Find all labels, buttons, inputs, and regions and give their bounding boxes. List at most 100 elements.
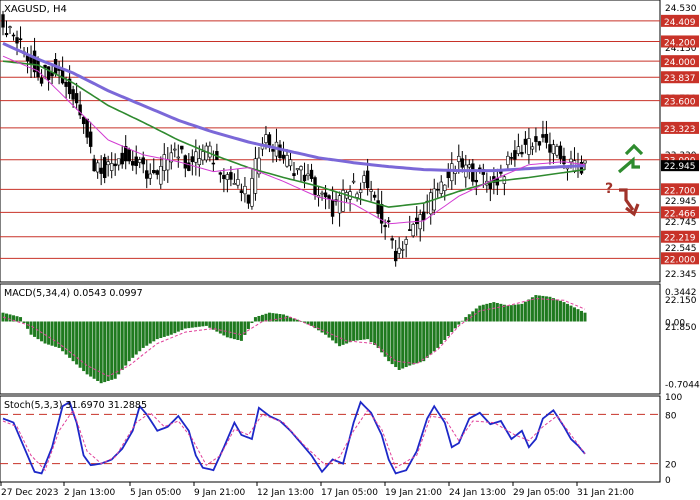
level-price-label: 22.000 xyxy=(664,255,696,265)
candle-body xyxy=(337,195,342,214)
macd-bar xyxy=(369,321,373,343)
candle-body xyxy=(36,58,40,78)
macd-bar xyxy=(12,315,16,322)
macd-bar xyxy=(124,321,128,366)
macd-bar xyxy=(117,321,121,375)
macd-bar xyxy=(450,321,454,333)
macd-bar xyxy=(61,321,65,352)
x-axis-label: 19 Jan 21:00 xyxy=(385,488,442,498)
level-price-label: 23.600 xyxy=(664,98,696,108)
macd-bar xyxy=(106,321,110,381)
macd-bar xyxy=(509,305,513,322)
candle-body xyxy=(190,156,195,163)
macd-bar xyxy=(576,309,580,322)
macd-bar xyxy=(338,321,342,347)
macd-bar xyxy=(222,321,226,336)
price-chart-title: XAGUSD, H4 xyxy=(4,4,67,15)
arrow-up-head xyxy=(624,143,644,156)
candle-body xyxy=(64,81,68,87)
macd-bar xyxy=(502,304,506,322)
x-axis-label: 31 Jan 21:00 xyxy=(577,488,634,498)
macd-bar xyxy=(513,304,517,322)
candle-body xyxy=(180,145,184,150)
candle-body xyxy=(257,157,261,175)
candle-body xyxy=(555,146,559,156)
macd-bar xyxy=(120,321,124,370)
macd-bar xyxy=(92,321,96,379)
candle-body xyxy=(60,68,65,84)
macd-bar xyxy=(359,321,363,340)
macd-bar xyxy=(50,321,54,346)
level-price-label: 22.700 xyxy=(664,186,696,196)
macd-bar xyxy=(404,321,408,368)
macd-bar xyxy=(110,321,114,380)
candle-body xyxy=(152,170,156,174)
candle-body xyxy=(78,104,82,116)
candle-body xyxy=(327,195,331,200)
macd-bar xyxy=(583,312,587,322)
macd-bar xyxy=(443,321,447,340)
macd-bar xyxy=(145,321,149,346)
macd-bar xyxy=(331,321,335,341)
macd-bar xyxy=(551,298,555,322)
candle-body xyxy=(138,159,142,163)
macd-bar xyxy=(148,321,152,344)
macd-bar xyxy=(281,314,285,322)
moving-average-line xyxy=(2,42,586,173)
candle-body xyxy=(278,144,282,158)
macd-bar xyxy=(373,321,377,345)
macd-bar xyxy=(89,321,93,377)
macd-bar xyxy=(572,307,576,322)
macd-bar xyxy=(313,321,317,329)
macd-bar xyxy=(57,321,61,348)
macd-bar xyxy=(380,321,384,353)
candle-body xyxy=(39,77,44,84)
candle-body xyxy=(131,161,135,166)
macd-bar xyxy=(246,321,250,329)
candle-body xyxy=(239,190,244,194)
candle-body xyxy=(201,151,205,161)
candle-body xyxy=(471,163,475,182)
macd-bar xyxy=(169,321,173,335)
candle-body xyxy=(429,192,433,215)
candle-body xyxy=(383,224,387,228)
level-price-tag xyxy=(661,206,699,219)
candle-body xyxy=(74,93,79,104)
macd-bar xyxy=(40,321,44,342)
macd-bar xyxy=(429,321,433,355)
candle-body xyxy=(397,247,401,254)
candle-body xyxy=(302,174,307,182)
current-price-tag xyxy=(661,160,699,172)
candle-body xyxy=(169,152,173,163)
candle-body xyxy=(194,151,198,163)
macd-bar xyxy=(201,321,205,327)
candle-body xyxy=(499,171,503,174)
level-price-label: 24.200 xyxy=(664,38,696,48)
level-price-tag xyxy=(661,252,699,265)
level-price-label: 22.219 xyxy=(664,234,696,244)
candle-body xyxy=(411,224,415,237)
macd-bar xyxy=(229,321,233,339)
macd-bar xyxy=(408,321,412,366)
macd-bar xyxy=(506,305,510,322)
macd-bar xyxy=(166,321,170,336)
macd-bar xyxy=(327,321,331,338)
candle-body xyxy=(530,146,535,150)
macd-bar xyxy=(82,321,86,372)
macd-bar xyxy=(495,302,499,322)
macd-bar xyxy=(8,314,12,322)
candle-body xyxy=(548,144,552,153)
macd-bar xyxy=(208,321,212,328)
macd-bar xyxy=(85,321,89,375)
candle-body xyxy=(222,174,226,180)
candle-body xyxy=(362,175,366,183)
macd-bar xyxy=(537,295,541,322)
candle-body xyxy=(372,194,377,198)
macd-bar xyxy=(516,304,520,322)
macd-bar xyxy=(264,313,268,322)
candle-body xyxy=(299,166,303,171)
candle-body xyxy=(506,155,510,166)
macd-bar xyxy=(362,321,366,340)
candle-body xyxy=(232,183,237,185)
stoch-tick-label: 20 xyxy=(665,461,677,471)
